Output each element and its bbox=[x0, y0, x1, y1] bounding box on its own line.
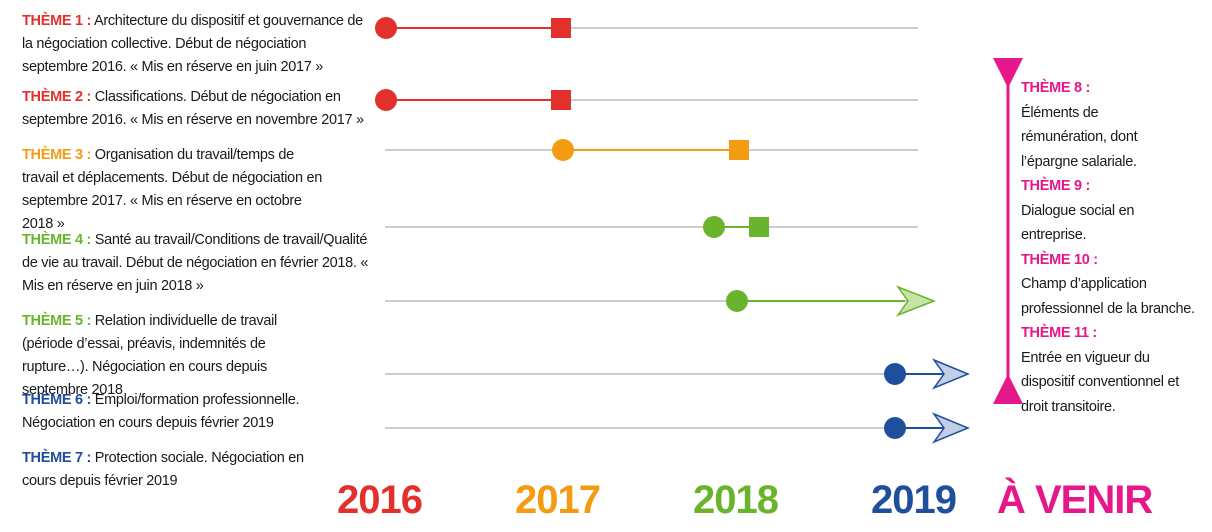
theme-5-description: THÈME 5 : Relation individuelle de trava… bbox=[22, 310, 322, 402]
theme-4-start-marker bbox=[703, 216, 725, 238]
theme-5-arrow-icon bbox=[895, 285, 937, 317]
theme-4-description: THÈME 4 : Santé au travail/Conditions de… bbox=[22, 229, 372, 298]
theme-3-description: THÈME 3 : Organisation du travail/temps … bbox=[22, 144, 322, 236]
theme-1-description: THÈME 1 : Architecture du dispositif et … bbox=[22, 10, 372, 79]
theme-8-text: Éléments de rémunération, dont l’épargne… bbox=[1021, 104, 1138, 170]
theme-5-start-marker bbox=[726, 290, 748, 312]
theme-3-start-marker bbox=[552, 139, 574, 161]
theme-7-text: Protection sociale. Négociation en cours… bbox=[22, 450, 304, 489]
future-bracket-bottom-arrow-icon bbox=[993, 374, 1023, 404]
theme-1-label: THÈME 1 : bbox=[22, 13, 92, 29]
theme-4-end-marker bbox=[749, 217, 769, 237]
theme-10-label: THÈME 10 : bbox=[1021, 251, 1098, 268]
theme-3-text: Organisation du travail/temps de travail… bbox=[22, 147, 322, 232]
future-bracket-top-arrow-icon bbox=[993, 58, 1023, 88]
theme-4-text: Santé au travail/Conditions de travail/Q… bbox=[22, 232, 369, 294]
theme-2-text: Classifications. Début de négociation en… bbox=[22, 89, 364, 128]
theme-3-label: THÈME 3 : bbox=[22, 147, 92, 163]
theme-6-description: THÈME 6 : Emploi/formation professionnel… bbox=[22, 389, 312, 435]
theme-2-label: THÈME 2 : bbox=[22, 89, 92, 105]
theme-6-label: THÈME 6 : bbox=[22, 392, 92, 408]
theme-10-text: Champ d’application professionnel de la … bbox=[1021, 276, 1195, 317]
theme-6-start-marker bbox=[884, 363, 906, 385]
year-2017-label: 2017 bbox=[515, 478, 601, 522]
theme-9-label: THÈME 9 : bbox=[1021, 178, 1091, 194]
theme-7-arrow-icon bbox=[931, 412, 970, 444]
theme-1-text: Architecture du dispositif et gouvernanc… bbox=[22, 13, 363, 75]
theme-1-start-marker bbox=[375, 17, 397, 39]
theme-5-text: Relation individuelle de travail (périod… bbox=[22, 313, 277, 398]
year-2018-label: 2018 bbox=[693, 478, 779, 522]
year-2016-label: 2016 bbox=[337, 478, 423, 522]
theme-7-label: THÈME 7 : bbox=[22, 450, 92, 466]
theme-2-description: THÈME 2 : Classifications. Début de négo… bbox=[22, 86, 372, 132]
year-2019-label: 2019 bbox=[871, 478, 957, 522]
theme-1-end-marker bbox=[551, 18, 571, 38]
theme-7-description: THÈME 7 : Protection sociale. Négociatio… bbox=[22, 447, 312, 493]
theme-2-start-marker bbox=[375, 89, 397, 111]
theme-5-label: THÈME 5 : bbox=[22, 313, 92, 329]
theme-7-start-marker bbox=[884, 417, 906, 439]
theme-9-text: Dialogue social en entreprise. bbox=[1021, 202, 1135, 244]
theme-8-label: THÈME 8 : bbox=[1021, 80, 1091, 96]
theme-4-label: THÈME 4 : bbox=[22, 232, 92, 248]
theme-3-end-marker bbox=[729, 140, 749, 160]
future-label: À VENIR bbox=[997, 478, 1153, 522]
theme-2-end-marker bbox=[551, 90, 571, 110]
theme-11-text: Entrée en vigueur du dispositif conventi… bbox=[1021, 349, 1179, 415]
theme-6-text: Emploi/formation professionnelle. Négoci… bbox=[22, 392, 300, 431]
theme-11-label: THÈME 11 : bbox=[1021, 325, 1097, 341]
future-themes-list: THÈME 8 : Éléments de rémunération, dont… bbox=[1021, 76, 1211, 419]
theme-6-arrow-icon bbox=[931, 358, 970, 390]
